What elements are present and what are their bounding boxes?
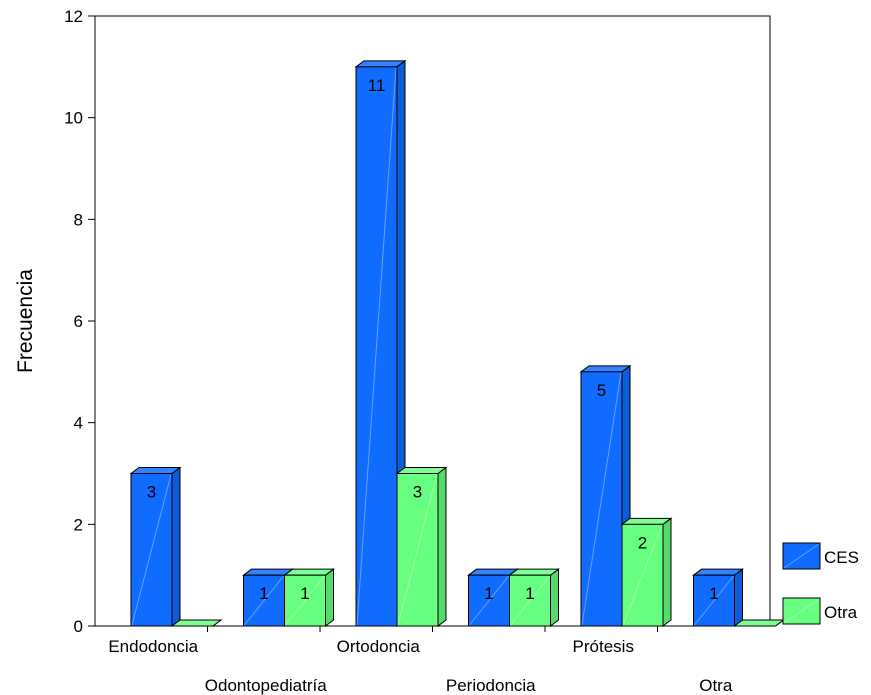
bar-side [325, 568, 334, 627]
data-label: 3 [147, 483, 156, 502]
x-category-label: Ortodoncia [337, 637, 421, 656]
y-tick-label: 4 [74, 414, 83, 433]
x-category-label: Prótesis [573, 637, 634, 656]
legend-label: CES [824, 548, 859, 567]
data-label: 11 [368, 76, 386, 95]
bar-highlight [622, 525, 663, 626]
data-label: 1 [484, 584, 493, 603]
y-axis: 0 2 4 6 8 10 12 [64, 7, 95, 636]
bar-highlight [510, 575, 550, 626]
bar-highlight [131, 474, 172, 626]
bar-Endodoncia-Otra [170, 619, 223, 627]
data-label: 1 [709, 584, 718, 603]
bar-highlight [694, 575, 734, 626]
y-tick-label: 2 [74, 515, 83, 534]
bar-side [662, 517, 672, 627]
bar-top [170, 619, 223, 627]
data-label: 1 [300, 584, 309, 603]
x-category-label: Odontopediatría [205, 676, 327, 695]
bar-Prótesis-Otra [620, 517, 673, 627]
legend-item-Otra: Otra [782, 597, 858, 625]
data-label: 3 [413, 483, 422, 502]
bar-top [283, 568, 335, 576]
bar-highlight [581, 372, 622, 626]
bars [129, 59, 785, 627]
data-label: 2 [638, 533, 647, 552]
y-tick-label: 8 [74, 210, 83, 229]
bar-side [437, 466, 447, 627]
x-category-label: Endodoncia [108, 637, 198, 656]
bar-highlight [469, 575, 509, 626]
bar-side [171, 466, 181, 627]
x-category-label: Otra [699, 676, 733, 695]
y-tick-label: 0 [74, 617, 83, 636]
bar-Odontopediatría-Otra [283, 568, 335, 627]
data-label: 1 [525, 584, 534, 603]
bar-top [579, 365, 632, 373]
y-tick-label: 10 [64, 109, 83, 128]
x-category-label: Periodoncia [446, 676, 536, 695]
legend: CES Otra [782, 542, 859, 625]
y-axis-label: Frecuencia [14, 269, 37, 373]
bar-top [129, 467, 182, 474]
data-label: 5 [597, 381, 606, 400]
bar-top [692, 568, 744, 576]
legend-item-CES: CES [782, 542, 859, 570]
bar-top [354, 60, 407, 68]
bar-highlight [356, 67, 397, 626]
bar-Endodoncia-CES [129, 466, 182, 627]
y-tick-label: 12 [64, 7, 83, 26]
bar-Otra-CES [692, 568, 744, 627]
y-tick-label: 6 [74, 312, 83, 331]
legend-swatch-highlight [783, 543, 820, 569]
x-axis: Endodoncia Odontopediatría Ortodoncia Perio… [108, 626, 733, 695]
legend-swatch-highlight [783, 598, 820, 624]
bar-top [620, 517, 673, 525]
bar-Ortodoncia-CES [354, 59, 407, 627]
bar-highlight [244, 575, 284, 626]
bar-Periodoncia-Otra [508, 568, 560, 627]
bar-highlight [285, 575, 325, 626]
bar-top [733, 619, 785, 627]
bar-top [508, 568, 560, 576]
bar-front [580, 371, 623, 627]
bar-highlight [397, 474, 438, 626]
bar-side [734, 568, 743, 627]
data-label: 1 [259, 584, 268, 603]
legend-label: Otra [824, 603, 858, 622]
bar-Ortodoncia-Otra [395, 466, 448, 627]
bar-Otra-Otra [733, 619, 785, 627]
bar-side [550, 568, 559, 627]
bar-top [395, 467, 448, 474]
